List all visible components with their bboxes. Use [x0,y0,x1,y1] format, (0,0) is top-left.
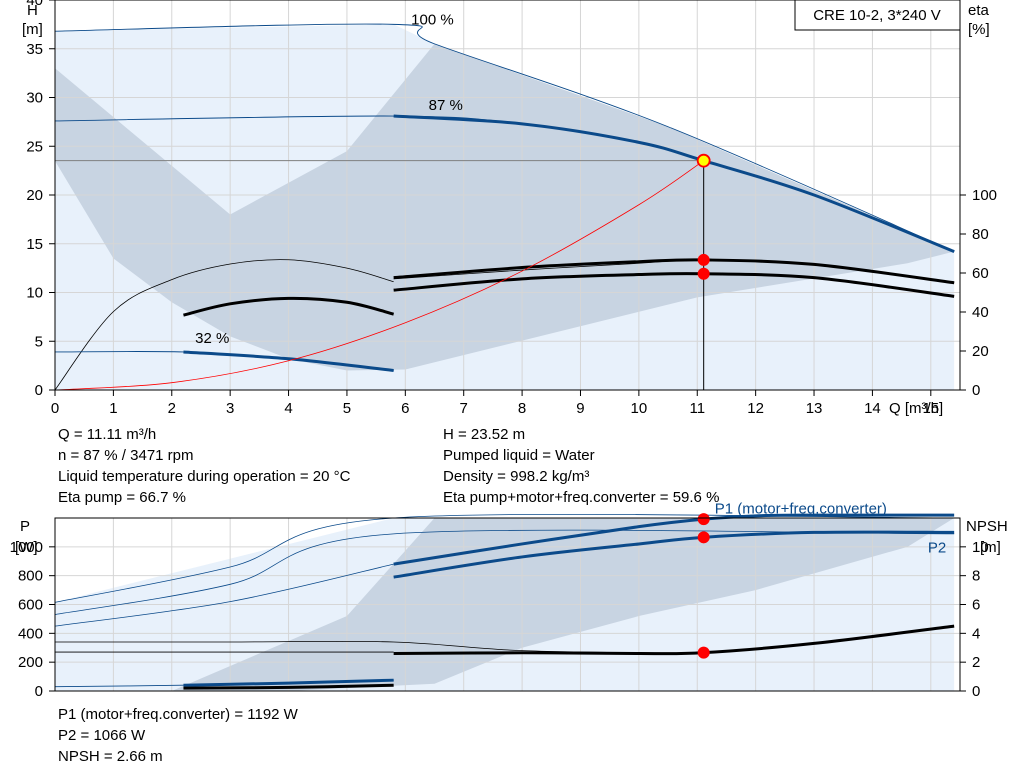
top-x-tick-label: 11 [689,400,705,417]
top-y-tick-label: 40 [26,0,43,9]
npsh-axis-label: NPSH [966,518,1008,535]
eta-tick-label: 60 [972,265,989,282]
eta-tick-label: 80 [972,226,989,243]
npsh-curve [393,624,955,656]
bottom-y-tick-label: 1000 [10,539,43,556]
eta-tick-label: 40 [972,304,989,321]
top-y-tick-label: 20 [26,187,43,204]
info-speed: n = 87 % / 3471 rpm [58,447,194,464]
top-x-tick-label: 7 [460,400,468,417]
top-x-tick-label: 6 [401,400,409,417]
npsh-tick-label: 8 [972,568,980,585]
top-y-tick-label: 25 [26,138,43,155]
info-p2: P2 = 1066 W [58,727,146,744]
info-npsh: NPSH = 2.66 m [58,748,163,765]
info-p1: P1 (motor+freq.converter) = 1192 W [58,706,298,723]
top-y-tick-label: 0 [35,382,43,399]
head-curve-thin-100% [54,23,955,252]
bottom-y-label: P [20,518,30,535]
bottom-point-1 [697,531,710,544]
p2-curve [393,530,955,579]
top-x-tick-label: 3 [226,400,234,417]
head-curve-87% [393,114,955,253]
eta-point-0 [697,253,710,266]
info-top-right: H = 23.52 m Pumped liquid = Water Densit… [443,424,719,508]
system-curve [54,160,704,391]
bottom-y-tick-label: 800 [18,568,43,585]
top-x-tick-label: 0 [51,400,59,417]
p1-label: P1 (motor+freq.converter) [715,500,887,517]
top-x-tick-label: 13 [806,400,823,417]
eta-curve-eta-100 [54,259,394,391]
eta-tick-label: 20 [972,343,989,360]
top-y-tick-label: 35 [26,41,43,58]
top-y-tick-label: 5 [35,333,43,350]
p2-label: P2 [928,540,946,557]
top-region-dark [55,43,955,371]
eta-tick-label: 0 [972,382,980,399]
info-top-left: Q = 11.11 m³/h n = 87 % / 3471 rpm Liqui… [58,424,350,508]
eta-axis-unit: [%] [968,21,990,38]
npsh-tick-label: 10 [972,539,989,556]
npsh-tick-label: 0 [972,683,980,700]
npsh-tick-label: 4 [972,625,980,642]
npsh-tick-label: 6 [972,597,980,614]
curve-label-1: 87 % [429,97,463,114]
top-x-tick-label: 15 [922,400,939,417]
top-x-tick-label: 14 [864,400,881,417]
eta-tick-label: 100 [972,187,997,204]
bottom-point-2 [697,646,710,659]
top-y-tick-label: 10 [26,285,43,302]
bottom-y-tick-label: 200 [18,654,43,671]
info-liquid: Pumped liquid = Water [443,447,595,464]
eta-curve-eta-sys-upper [393,259,955,284]
bottom-y-tick-label: 600 [18,597,43,614]
top-x-tick-label: 8 [518,400,526,417]
eta-curve-eta-87-low [183,296,395,317]
top-x-tick-label: 1 [109,400,117,417]
duty-point [696,153,711,168]
npsh-tick-label: 2 [972,654,980,671]
power-family-line-2 [54,563,394,627]
top-y-label-unit: [m] [22,21,43,38]
bottom-y-tick-label: 0 [35,683,43,700]
top-y-tick-label: 15 [26,236,43,253]
top-x-tick-label: 12 [747,400,764,417]
npsh-low-thick [183,683,394,690]
curve-label-2: 32 % [195,330,229,347]
top-x-label: Q [m³/h] [889,400,943,417]
bottom-y-tick-label: 400 [18,625,43,642]
info-q: Q = 11.11 m³/h [58,426,157,443]
top-y-tick-label: 30 [26,90,43,107]
top-x-tick-label: 9 [576,400,584,417]
info-eta-pump: Eta pump = 66.7 % [58,489,186,506]
power-low-thick [183,678,394,687]
head-curve-32% [183,350,394,372]
curve-label-0: 100 % [411,11,454,28]
top-x-tick-label: 4 [284,400,292,417]
p1-curve [393,513,955,566]
info-density: Density = 998.2 kg/m³ [443,468,590,485]
info-eta-system: Eta pump+motor+freq.converter = 59.6 % [443,489,720,506]
model-box [794,0,961,31]
power-family-line-1 [54,529,955,615]
top-x-tick-label: 5 [343,400,351,417]
info-head: H = 23.52 m [443,426,526,443]
model-label: CRE 10-2, 3*240 V [813,7,941,24]
bottom-point-0 [697,513,710,526]
info-bottom: P1 (motor+freq.converter) = 1192 W P2 = … [58,704,298,767]
top-y-label: H [27,2,38,19]
npsh-axis-unit: [m] [980,539,1001,556]
bottom-y-label-unit: [W] [15,539,38,556]
eta-axis-label: eta [968,2,990,19]
top-x-tick-label: 10 [631,400,648,417]
eta-point-1 [697,267,710,280]
info-temperature: Liquid temperature during operation = 20… [58,468,351,485]
eta-curve-eta-sys [393,272,955,298]
top-x-tick-label: 2 [168,400,176,417]
